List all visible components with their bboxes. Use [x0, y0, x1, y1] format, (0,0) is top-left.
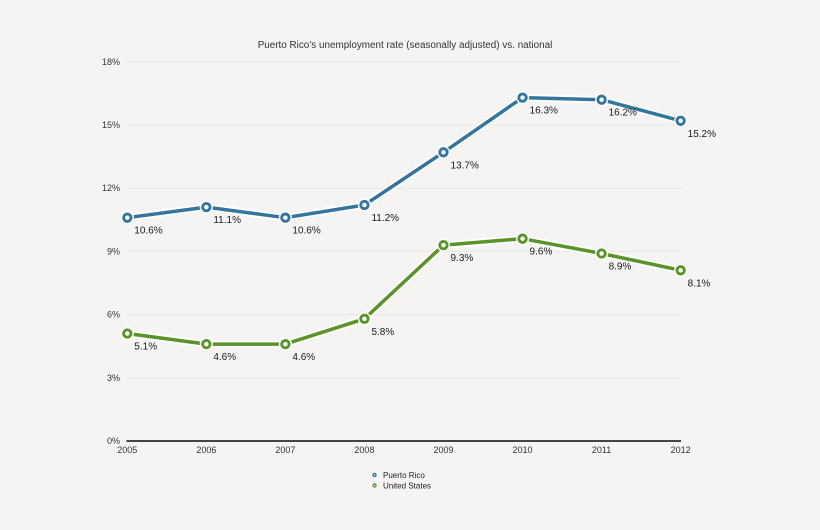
svg-text:9.3%: 9.3% — [451, 253, 474, 264]
svg-text:15.2%: 15.2% — [688, 129, 716, 140]
svg-text:11.1%: 11.1% — [213, 215, 241, 226]
svg-text:2006: 2006 — [196, 445, 216, 455]
svg-text:2011: 2011 — [592, 445, 611, 455]
svg-text:3%: 3% — [107, 373, 120, 383]
svg-text:4.6%: 4.6% — [213, 352, 236, 363]
svg-text:2005: 2005 — [117, 445, 137, 455]
svg-text:18%: 18% — [102, 57, 120, 67]
svg-text:0%: 0% — [107, 436, 120, 446]
svg-text:13.7%: 13.7% — [451, 160, 479, 171]
svg-text:8.9%: 8.9% — [609, 262, 632, 273]
svg-text:2012: 2012 — [671, 445, 691, 455]
svg-text:2007: 2007 — [275, 445, 295, 455]
svg-text:9.6%: 9.6% — [530, 247, 553, 258]
svg-text:16.2%: 16.2% — [609, 108, 637, 119]
svg-text:10.6%: 10.6% — [134, 226, 162, 237]
svg-text:2008: 2008 — [354, 445, 374, 455]
svg-text:8.1%: 8.1% — [688, 278, 711, 289]
svg-text:Puerto Rico: Puerto Rico — [383, 471, 425, 480]
svg-text:2010: 2010 — [513, 445, 533, 455]
svg-text:9%: 9% — [107, 246, 120, 256]
svg-text:5.8%: 5.8% — [371, 327, 394, 338]
svg-text:United States: United States — [383, 481, 431, 490]
svg-text:10.6%: 10.6% — [292, 226, 320, 237]
svg-text:4.6%: 4.6% — [292, 352, 315, 363]
svg-text:12%: 12% — [102, 183, 120, 193]
svg-text:2009: 2009 — [433, 445, 453, 455]
svg-text:5.1%: 5.1% — [134, 342, 157, 353]
svg-text:Puerto Rico’s unemployment rat: Puerto Rico’s unemployment rate (seasona… — [258, 40, 553, 51]
svg-text:6%: 6% — [107, 310, 120, 320]
svg-text:11.2%: 11.2% — [371, 213, 399, 224]
svg-text:15%: 15% — [102, 120, 120, 130]
svg-text:16.3%: 16.3% — [530, 106, 558, 117]
